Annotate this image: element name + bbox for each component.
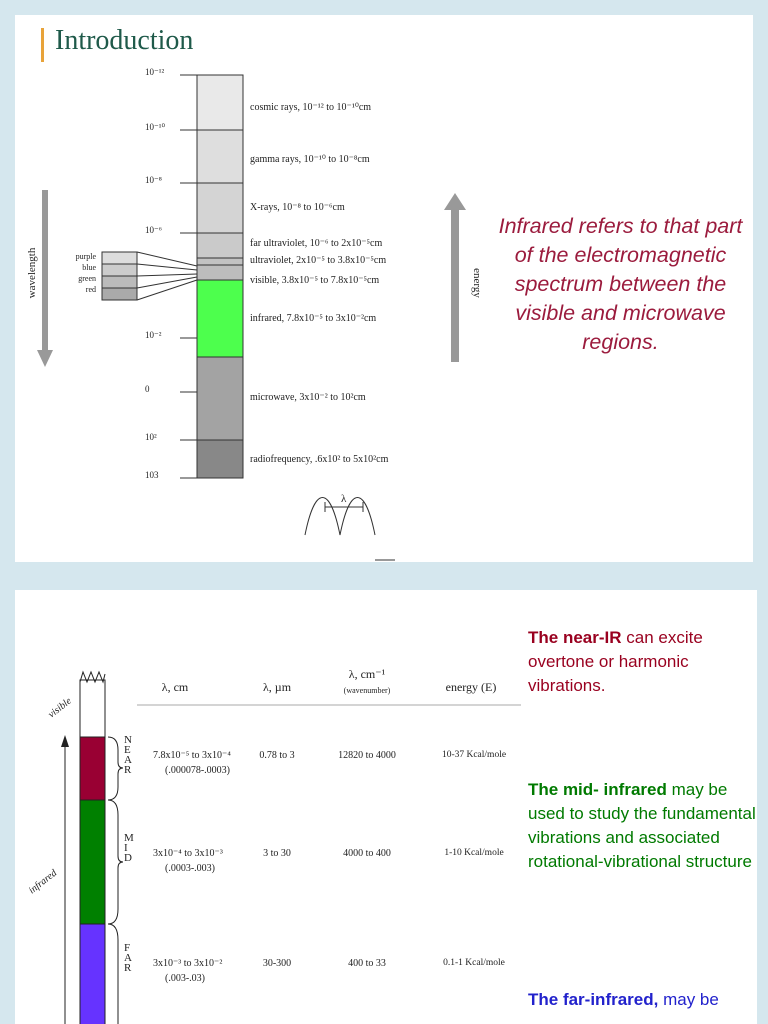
slide-2: visible infrared λ, cm λ, µm λ, cm⁻¹ energy… bbox=[15, 590, 757, 1024]
cell-cm-decimal: (.0003-.003) bbox=[165, 863, 215, 874]
color-label: red bbox=[85, 285, 96, 294]
scale-label: 10⁻¹² bbox=[145, 67, 165, 77]
cell-cm-decimal: (.000078-.0003) bbox=[165, 765, 230, 776]
color-label: purple bbox=[75, 252, 96, 261]
band-label: microwave, 3x10⁻² to 10²cm bbox=[250, 392, 366, 403]
scale-label: 10² bbox=[145, 432, 157, 442]
cell-cm-decimal: (.003-.03) bbox=[165, 973, 205, 984]
slide-1: Introduction wavelength energy λ Infrare… bbox=[15, 15, 753, 562]
scale-label: 103 bbox=[145, 470, 159, 480]
scale-label: 10⁻² bbox=[145, 330, 162, 340]
note-bold: The far-infrared, bbox=[528, 990, 659, 1009]
wavelength-label: wavelength bbox=[26, 247, 38, 299]
cell-energy: 1-10 Kcal/mole bbox=[444, 848, 504, 858]
table-header: λ, cm⁻¹ bbox=[348, 667, 386, 681]
region-label: FAR bbox=[124, 942, 132, 974]
cell-wavenumber: 4000 to 400 bbox=[343, 848, 391, 859]
band-label: X-rays, 10⁻⁸ to 10⁻⁶cm bbox=[250, 202, 345, 213]
cell-wavenumber: 12820 to 4000 bbox=[338, 750, 396, 761]
table-header: λ, cm bbox=[161, 680, 189, 694]
cell-cm: 3x10⁻⁴ to 3x10⁻³ bbox=[153, 848, 223, 859]
scale-label: 0 bbox=[145, 384, 150, 394]
note: The mid- infrared may be used to study t… bbox=[528, 778, 757, 874]
note-bold: The near-IR bbox=[528, 628, 622, 647]
scale-label: 10⁻¹⁰ bbox=[145, 122, 166, 132]
band-label: cosmic rays, 10⁻¹² to 10⁻¹⁰cm bbox=[250, 102, 372, 113]
band-label: radiofrequency, .6x10² to 5x10²cm bbox=[250, 454, 389, 465]
cell-um: 0.78 to 3 bbox=[259, 750, 295, 761]
table-header: λ, µm bbox=[262, 680, 292, 694]
intro-note: Infrared refers to that part of the elec… bbox=[498, 214, 743, 354]
cell-um: 3 to 30 bbox=[263, 848, 291, 859]
table-header: energy (E) bbox=[445, 680, 497, 694]
band-label: far ultraviolet, 10⁻⁶ to 2x10⁻⁵cm bbox=[250, 238, 383, 249]
slide-title: Introduction bbox=[55, 25, 194, 56]
note-text: may be used to study the fundamental vib… bbox=[528, 780, 756, 871]
note-text: can excite overtone or harmonic vibratio… bbox=[528, 628, 703, 695]
cell-cm: 3x10⁻³ to 3x10⁻² bbox=[153, 958, 223, 969]
energy-label: energy bbox=[471, 268, 483, 298]
color-label: blue bbox=[82, 263, 96, 272]
note: The near-IR can excite overtone or harmo… bbox=[528, 626, 757, 698]
cell-cm: 7.8x10⁻⁵ to 3x10⁻⁴ bbox=[153, 750, 231, 761]
cell-um: 30-300 bbox=[262, 958, 292, 969]
color-label: green bbox=[78, 274, 96, 283]
note: The far-infrared, may be bbox=[528, 988, 757, 1012]
cell-wavenumber: 400 to 33 bbox=[348, 958, 386, 969]
note-bold: The mid- infrared bbox=[528, 780, 667, 799]
band-label: infrared, 7.8x10⁻⁵ to 3x10⁻²cm bbox=[250, 313, 377, 324]
ir-diagram bbox=[61, 670, 521, 1024]
scale-label: 10⁻⁶ bbox=[145, 225, 162, 235]
table-header-sub: (wavenumber) bbox=[343, 686, 391, 695]
region-label: MID bbox=[124, 832, 134, 864]
spectrum-diagram bbox=[37, 28, 466, 561]
cell-energy: 0.1-1 Kcal/mole bbox=[443, 958, 505, 968]
cell-energy: 10-37 Kcal/mole bbox=[441, 750, 507, 760]
band-label: gamma rays, 10⁻¹⁰ to 10⁻⁸cm bbox=[250, 154, 370, 165]
region-label: NEAR bbox=[124, 734, 132, 776]
lambda-symbol: λ bbox=[341, 493, 347, 505]
band-label: visible, 3.8x10⁻⁵ to 7.8x10⁻⁵cm bbox=[250, 275, 380, 286]
scale-label: 10⁻⁸ bbox=[145, 175, 162, 185]
band-label: ultraviolet, 2x10⁻⁵ to 3.8x10⁻⁵cm bbox=[250, 255, 387, 266]
note-text: may be bbox=[663, 990, 719, 1009]
